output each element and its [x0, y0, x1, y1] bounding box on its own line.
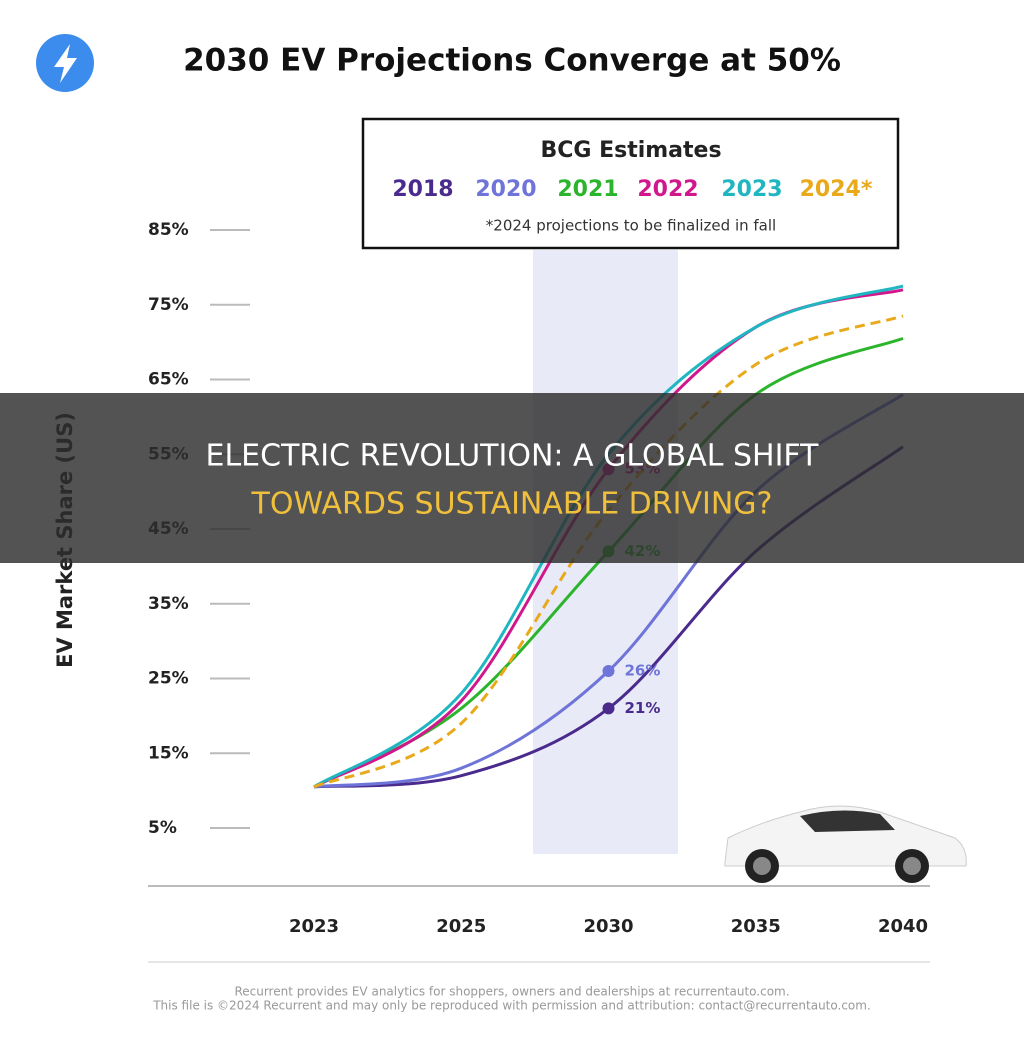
legend-entry: 2021	[557, 177, 618, 202]
footer-line: This file is ©2024 Recurrent and may onl…	[152, 999, 871, 1013]
x-tick-label: 2023	[289, 916, 339, 937]
x-tick-label: 2035	[731, 916, 781, 937]
data-label: 26%	[625, 662, 661, 680]
y-tick-label: 85%	[148, 220, 189, 240]
footer-line: Recurrent provides EV analytics for shop…	[234, 985, 789, 999]
y-tick-label: 15%	[148, 743, 189, 763]
legend-note: *2024 projections to be finalized in fal…	[486, 217, 776, 235]
legend-entry: 2022	[637, 177, 698, 202]
y-tick-label: 75%	[148, 295, 189, 315]
data-point	[602, 702, 615, 715]
legend-box	[361, 117, 900, 250]
y-tick-label: 35%	[148, 594, 189, 614]
legend-entry: 2018	[392, 177, 453, 202]
legend-entry: 2023	[721, 177, 782, 202]
banner	[0, 393, 1024, 563]
banner-title: ELECTRIC REVOLUTION: A GLOBAL SHIFT	[206, 439, 820, 474]
y-tick-label: 65%	[148, 370, 189, 390]
legend-entry: 2020	[475, 177, 536, 202]
legend-title: BCG Estimates	[540, 138, 721, 163]
y-tick-label: 25%	[148, 669, 189, 689]
banner-subtitle: TOWARDS SUSTAINABLE DRIVING?	[251, 487, 773, 522]
car	[724, 805, 967, 883]
data-point	[602, 665, 615, 678]
logo-bolt	[54, 44, 77, 83]
x-tick-label: 2040	[878, 916, 928, 937]
legend-entry: 2024*	[800, 177, 873, 202]
chart-title: 2030 EV Projections Converge at 50%	[183, 43, 841, 79]
y-tick-label: 5%	[148, 818, 177, 838]
data-label: 21%	[625, 699, 661, 717]
x-tick-label: 2030	[583, 916, 633, 937]
x-tick-label: 2025	[436, 916, 486, 937]
